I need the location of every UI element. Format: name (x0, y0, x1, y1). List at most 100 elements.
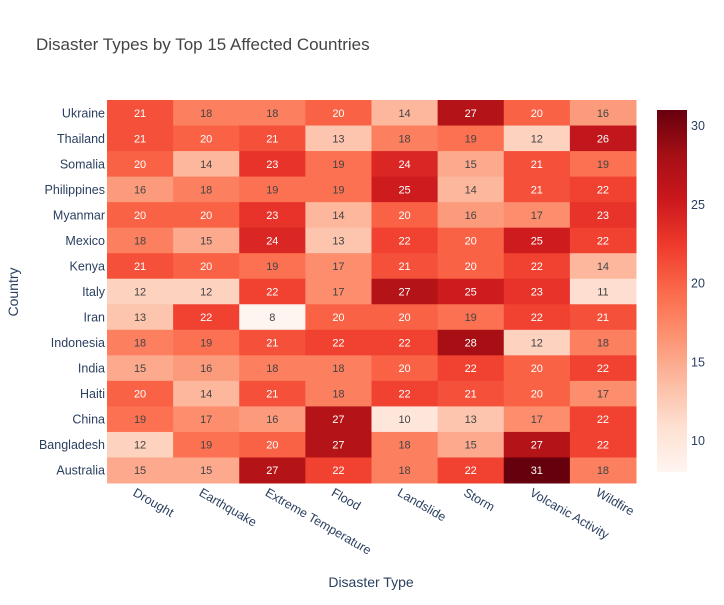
cell-value-label: 15 (200, 465, 212, 477)
heatmap-cell (503, 125, 571, 152)
x-tick-label: Storm (461, 485, 497, 514)
x-tick-label: Landslide (395, 485, 448, 524)
heatmap-cell (371, 253, 439, 280)
heatmap-cell (569, 457, 637, 484)
cell-value-label: 17 (200, 414, 212, 426)
y-tick-label: Myanmar (53, 208, 105, 222)
cell-value-label: 14 (200, 159, 212, 171)
heatmap-cell (239, 278, 306, 305)
cell-value-label: 12 (134, 287, 146, 299)
cell-value-label: 19 (134, 414, 146, 426)
heatmap-cell (437, 253, 505, 280)
cell-value-label: 18 (597, 465, 609, 477)
colorbar-tick-label: 25 (691, 198, 705, 212)
heatmap-cell (437, 278, 505, 305)
y-tick-label: Ukraine (62, 106, 105, 120)
colorbar-tick-label: 10 (691, 434, 705, 448)
heatmap-cell (569, 278, 637, 305)
heatmap-cell (503, 355, 571, 382)
heatmap-cell (239, 100, 306, 127)
cell-value-label: 22 (597, 440, 609, 452)
heatmap-cell (437, 151, 505, 178)
cell-value-label: 20 (531, 389, 543, 401)
cell-value-label: 8 (269, 312, 275, 324)
heatmap-cell (239, 253, 306, 280)
heatmap-cell (569, 176, 637, 203)
cell-value-label: 27 (332, 440, 344, 452)
cell-value-label: 18 (266, 363, 278, 375)
cell-value-label: 18 (200, 108, 212, 120)
cell-value-label: 19 (266, 184, 278, 196)
heatmap-cell (569, 202, 637, 229)
heatmap-cell (305, 100, 372, 127)
y-tick-label: India (78, 362, 105, 376)
cell-value-label: 22 (398, 338, 410, 350)
heatmap-cell (503, 406, 571, 433)
cell-value-label: 24 (398, 159, 410, 171)
heatmap-cell (503, 151, 571, 178)
cell-value-label: 14 (597, 261, 609, 273)
cell-value-label: 13 (332, 235, 344, 247)
cell-value-label: 11 (597, 287, 608, 299)
heatmap-cell (371, 125, 439, 152)
heatmap-cell (371, 329, 439, 356)
cell-value-label: 21 (531, 184, 543, 196)
cell-value-label: 14 (398, 108, 410, 120)
heatmap-cell (107, 406, 174, 433)
cell-value-label: 21 (597, 312, 609, 324)
cell-value-label: 20 (531, 108, 543, 120)
cell-value-label: 13 (134, 312, 146, 324)
cell-value-label: 22 (465, 465, 477, 477)
cell-value-label: 16 (597, 108, 609, 120)
y-tick-label: Bangladesh (39, 438, 105, 452)
cell-value-label: 18 (398, 133, 410, 145)
heatmap-cell (503, 176, 571, 203)
y-tick-label: Mexico (65, 234, 105, 248)
heatmap-cell (239, 304, 306, 331)
heatmap-cell (503, 100, 571, 127)
cell-value-label: 16 (134, 184, 146, 196)
y-tick-label: Thailand (57, 132, 105, 146)
heatmap-cell (305, 151, 372, 178)
cell-value-label: 18 (398, 465, 410, 477)
cell-value-label: 22 (531, 261, 543, 273)
cell-value-label: 20 (332, 312, 344, 324)
cell-value-label: 19 (465, 312, 477, 324)
cell-value-label: 18 (597, 338, 609, 350)
cell-value-label: 27 (531, 440, 543, 452)
x-tick-label: Wildfire (593, 485, 636, 518)
heatmap-cell (503, 457, 571, 484)
heatmap-cell (371, 151, 439, 178)
cell-value-label: 16 (266, 414, 278, 426)
heatmap-cell (371, 355, 439, 382)
heatmap-cell (569, 227, 637, 254)
heatmap-cell (239, 329, 306, 356)
heatmap-cell (305, 227, 372, 254)
y-tick-label: Italy (82, 285, 106, 299)
cell-value-label: 20 (465, 261, 477, 273)
cell-value-label: 21 (134, 261, 146, 273)
y-axis-title: Country (5, 267, 21, 316)
heatmap-cell (569, 355, 637, 382)
heatmap-cell (437, 100, 505, 127)
heatmap-cell (239, 406, 306, 433)
heatmap-cell (173, 406, 240, 433)
cell-value-label: 23 (266, 159, 278, 171)
colorbar-tick-label: 20 (691, 277, 705, 291)
heatmap-cell (173, 227, 240, 254)
heatmap-cell (305, 457, 372, 484)
heatmap-cell (239, 355, 306, 382)
cell-value-label: 21 (266, 133, 278, 145)
heatmap-cell (173, 431, 240, 458)
x-tick-label: Flood (329, 485, 363, 513)
heatmap-cell (437, 406, 505, 433)
cell-value-label: 17 (597, 389, 609, 401)
y-tick-label: Australia (56, 464, 105, 478)
heatmap-cell (107, 151, 174, 178)
heatmap-cell (503, 380, 571, 407)
heatmap-cell (371, 100, 439, 127)
cell-value-label: 20 (200, 261, 212, 273)
cell-value-label: 21 (531, 159, 543, 171)
heatmap-cell (371, 431, 439, 458)
cell-value-label: 20 (200, 210, 212, 222)
